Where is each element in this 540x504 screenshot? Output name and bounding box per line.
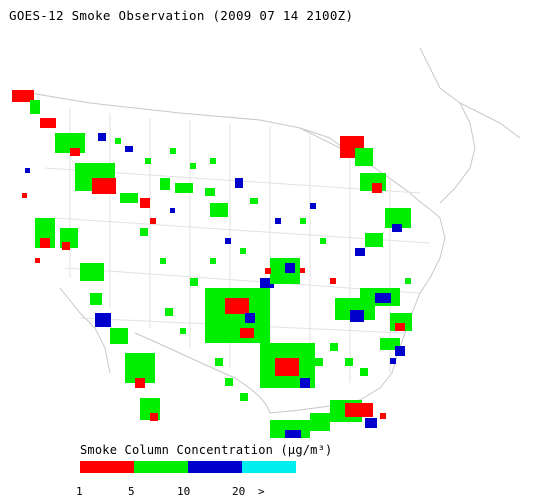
legend-title: Smoke Column Concentration (µg/m³) — [80, 443, 333, 457]
smoke-clusters — [12, 90, 412, 438]
legend-swatch-5-10 — [134, 461, 188, 473]
baja — [59, 287, 111, 374]
canada-border — [17, 90, 351, 154]
legend-color-bar — [80, 461, 296, 473]
legend-tick-gt: > — [258, 485, 265, 498]
legend-swatch-1-5 — [80, 461, 134, 473]
legend-tick-1: 1 — [76, 485, 83, 498]
map-title: GOES-12 Smoke Observation (2009 07 14 21… — [9, 8, 354, 23]
smoke-map — [12, 47, 521, 438]
great-lakes — [299, 127, 441, 219]
legend-ticks: 1 5 10 20 > — [0, 485, 540, 499]
legend-swatch-10-20 — [188, 461, 242, 473]
legend-tick-20: 20 — [232, 485, 246, 498]
legend-tick-10: 10 — [177, 485, 191, 498]
legend-tick-5: 5 — [128, 485, 135, 498]
legend-swatch-20-plus — [242, 461, 296, 473]
mexico-outline — [134, 332, 271, 414]
maritime-coast — [439, 102, 476, 204]
